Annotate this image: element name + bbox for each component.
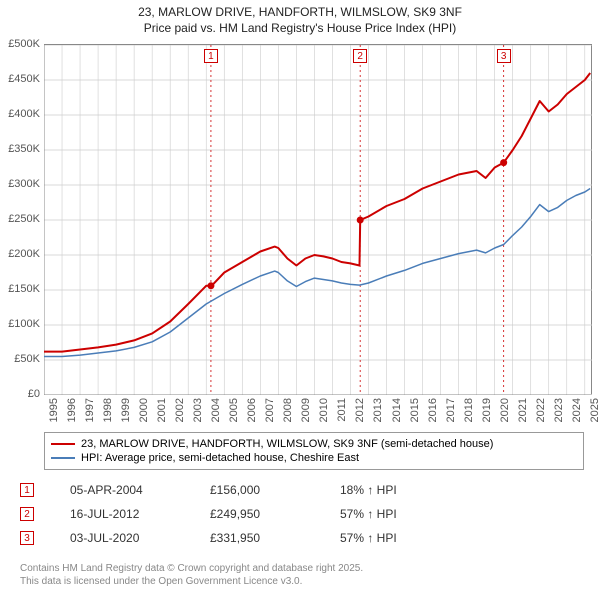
x-tick-label: 2015 [409, 398, 421, 422]
sale-date: 03-JUL-2020 [70, 531, 210, 545]
legend: 23, MARLOW DRIVE, HANDFORTH, WILMSLOW, S… [44, 432, 584, 470]
x-tick-label: 2020 [499, 398, 511, 422]
y-tick-label: £0 [28, 388, 40, 400]
x-tick-label: 2019 [481, 398, 493, 422]
x-tick-label: 2008 [282, 398, 294, 422]
x-tick-label: 2014 [391, 398, 403, 422]
x-tick-label: 2007 [264, 398, 276, 422]
footer-line2: This data is licensed under the Open Gov… [20, 575, 363, 588]
x-tick-label: 2017 [445, 398, 457, 422]
sales-row: 2 16-JUL-2012£249,95057% ↑ HPI [20, 502, 397, 526]
x-axis-labels: 1995 1996 1997 1998 1999 2000 2001 2002 2003 2004… [44, 396, 592, 436]
x-tick-label: 2025 [589, 398, 600, 422]
x-tick-label: 2012 [354, 398, 366, 422]
x-tick-label: 2005 [228, 398, 240, 422]
y-tick-label: £100K [8, 318, 40, 330]
x-tick-label: 2000 [138, 398, 150, 422]
sale-marker-3: 3 [497, 49, 511, 63]
x-tick-label: 2018 [463, 398, 475, 422]
legend-row: 23, MARLOW DRIVE, HANDFORTH, WILMSLOW, S… [51, 437, 577, 451]
x-tick-label: 2009 [300, 398, 312, 422]
sales-row: 3 03-JUL-2020£331,95057% ↑ HPI [20, 526, 397, 550]
x-tick-label: 2001 [156, 398, 168, 422]
x-tick-label: 2016 [427, 398, 439, 422]
sale-pct: 57% ↑ HPI [340, 531, 397, 545]
sale-marker-1: 1 [204, 49, 218, 63]
x-tick-label: 2022 [535, 398, 547, 422]
x-tick-label: 2003 [192, 398, 204, 422]
y-tick-label: £250K [8, 213, 40, 225]
x-tick-label: 2011 [336, 398, 348, 422]
x-tick-label: 2004 [210, 398, 222, 422]
legend-row: HPI: Average price, semi-detached house,… [51, 451, 577, 465]
sale-marker-box: 1 [20, 483, 34, 497]
sale-marker-box: 3 [20, 531, 34, 545]
legend-label: HPI: Average price, semi-detached house,… [81, 452, 359, 464]
x-tick-label: 2024 [571, 398, 583, 422]
legend-label: 23, MARLOW DRIVE, HANDFORTH, WILMSLOW, S… [81, 438, 493, 450]
y-axis-labels: £0£50K£100K£150K£200K£250K£300K£350K£400… [0, 44, 44, 394]
sale-marker-2: 2 [353, 49, 367, 63]
y-tick-label: £400K [8, 108, 40, 120]
sale-date: 05-APR-2004 [70, 483, 210, 497]
x-tick-label: 2013 [372, 398, 384, 422]
title-block: 23, MARLOW DRIVE, HANDFORTH, WILMSLOW, S… [0, 0, 600, 36]
footer: Contains HM Land Registry data © Crown c… [20, 562, 363, 588]
footer-line1: Contains HM Land Registry data © Crown c… [20, 562, 363, 575]
sale-pct: 57% ↑ HPI [340, 507, 397, 521]
x-tick-label: 2006 [246, 398, 258, 422]
legend-swatch [51, 443, 75, 445]
legend-swatch [51, 457, 75, 459]
sale-price: £331,950 [210, 531, 340, 545]
y-tick-label: £300K [8, 178, 40, 190]
x-tick-label: 2023 [553, 398, 565, 422]
y-tick-label: £350K [8, 143, 40, 155]
x-tick-label: 1995 [48, 398, 60, 422]
sale-price: £156,000 [210, 483, 340, 497]
chart-svg [44, 45, 592, 395]
x-tick-label: 2021 [517, 398, 529, 422]
x-tick-label: 2002 [174, 398, 186, 422]
sales-row: 1 05-APR-2004£156,00018% ↑ HPI [20, 478, 397, 502]
sales-table: 1 05-APR-2004£156,00018% ↑ HPI 2 16-JUL-201… [20, 478, 397, 550]
x-tick-label: 2010 [318, 398, 330, 422]
title-line1: 23, MARLOW DRIVE, HANDFORTH, WILMSLOW, S… [0, 4, 600, 20]
title-line2: Price paid vs. HM Land Registry's House … [0, 20, 600, 36]
y-tick-label: £500K [8, 38, 40, 50]
y-tick-label: £150K [8, 283, 40, 295]
x-tick-label: 1996 [66, 398, 78, 422]
sale-date: 16-JUL-2012 [70, 507, 210, 521]
sale-price: £249,950 [210, 507, 340, 521]
y-tick-label: £50K [14, 353, 40, 365]
chart-area: 1 2 3 [44, 44, 592, 394]
chart-container: 23, MARLOW DRIVE, HANDFORTH, WILMSLOW, S… [0, 0, 600, 590]
x-tick-label: 1997 [84, 398, 96, 422]
sale-pct: 18% ↑ HPI [340, 483, 397, 497]
sale-marker-box: 2 [20, 507, 34, 521]
x-tick-label: 1999 [120, 398, 132, 422]
y-tick-label: £200K [8, 248, 40, 260]
x-tick-label: 1998 [102, 398, 114, 422]
y-tick-label: £450K [8, 73, 40, 85]
